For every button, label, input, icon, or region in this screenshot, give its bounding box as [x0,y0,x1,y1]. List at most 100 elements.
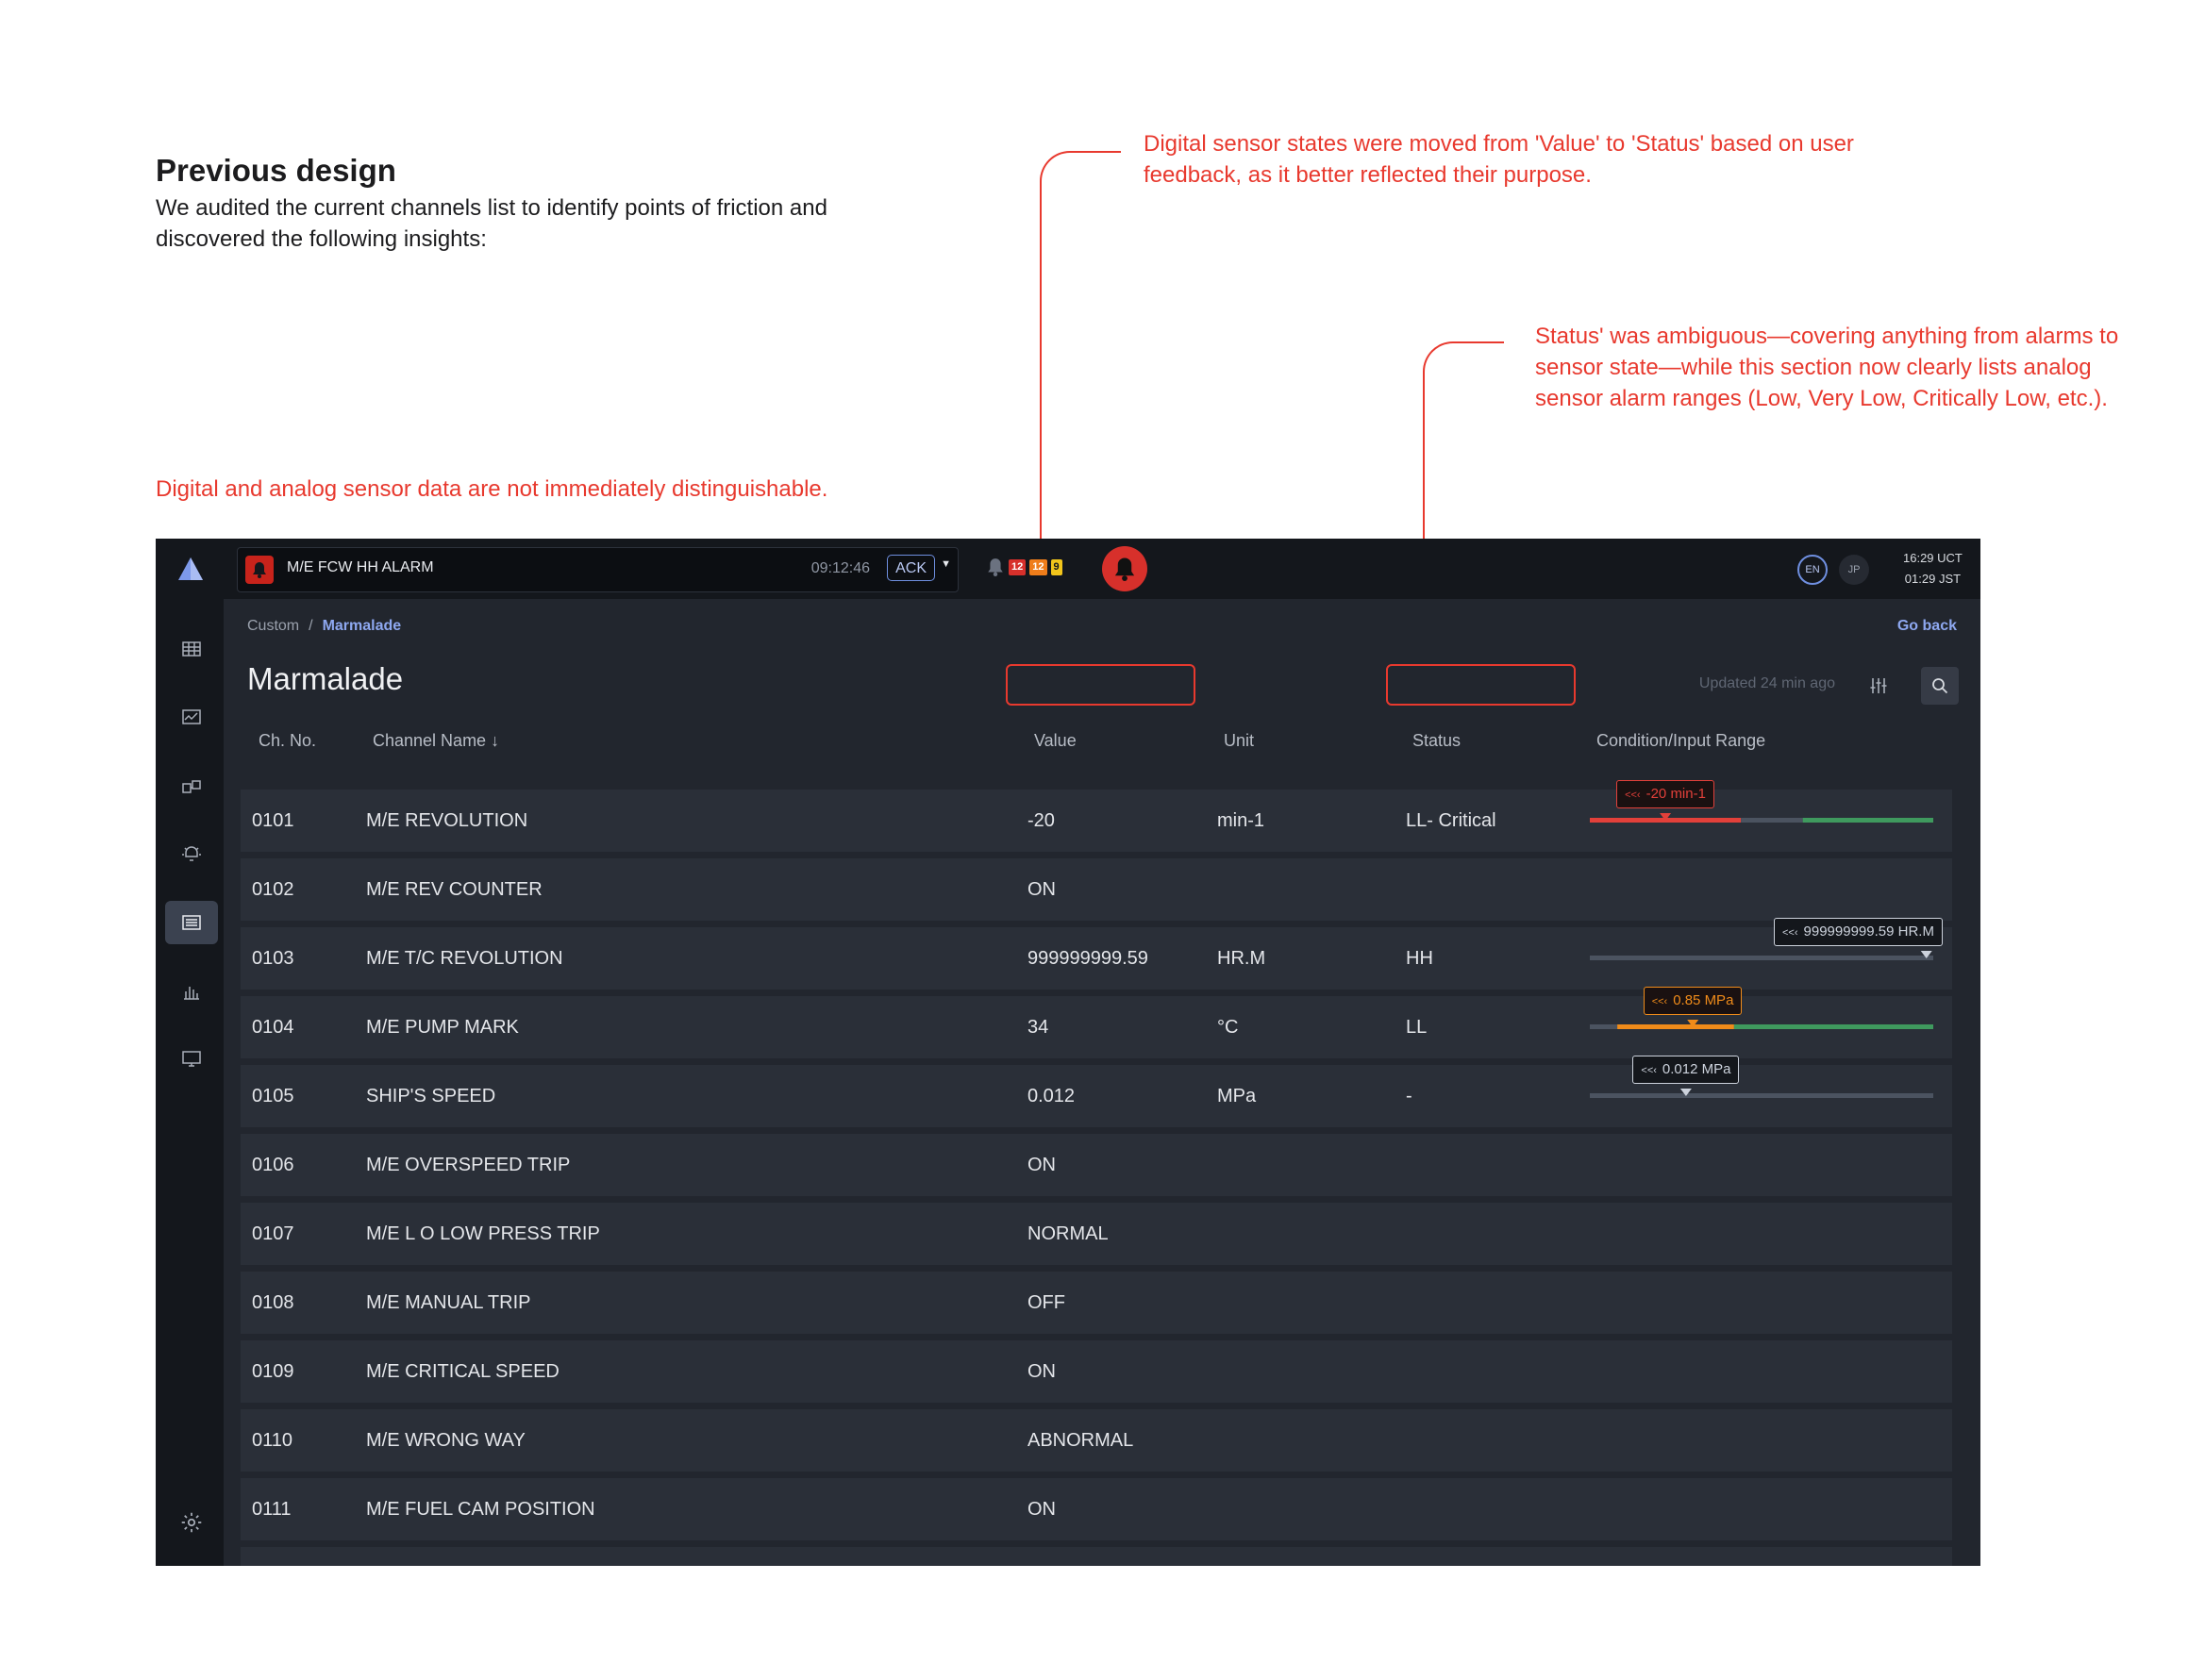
table-row[interactable]: 0101 M/E REVOLUTION -20 min-1 LL- Critical <<… [241,780,1952,852]
table-row[interactable]: 0104 M/E PUMP MARK 34 °C LL <<‹ 0.85 MPa [241,987,1952,1058]
channel-number: 0101 [252,810,294,831]
range-marker-icon [1920,951,1932,958]
column-header-name[interactable]: Channel Name ↓ [373,731,499,751]
channel-number: 0108 [252,1292,294,1313]
channel-number: 0106 [252,1155,294,1175]
tooltip-value: -20 min-1 [1645,786,1706,802]
filter-button[interactable] [1860,667,1897,705]
table-row[interactable]: 0105 SHIP'S SPEED 0.012 MPa - <<‹ 0.012 MPa [241,1056,1952,1127]
status-callout-note: Status' was ambiguous—covering anything … [1535,324,2119,411]
tooltip-value: 999999999.59 HR.M [1803,923,1934,940]
channel-status: HH [1406,948,1433,969]
range-value-tooltip: <<‹ 0.85 MPa [1643,987,1743,1015]
table-row[interactable]: 0111 M/E FUEL CAM POSITION ON [241,1478,1952,1540]
column-header-unit[interactable]: Unit [1224,731,1255,750]
range-value-tooltip: <<‹ 999999999.59 HR.M [1774,918,1943,946]
channel-number: 0104 [252,1017,294,1038]
bar-chart-icon[interactable] [165,971,218,1014]
breadcrumb-current: Marmalade [322,618,402,634]
list-icon[interactable] [165,901,218,944]
alarm-icon[interactable] [165,833,218,876]
channel-unit: °C [1217,1017,1239,1038]
table-row[interactable]: 0110 M/E WRONG WAY ABNORMAL [241,1409,1952,1472]
intro-title: Previous design [156,153,396,188]
channel-status: LL- Critical [1406,810,1496,831]
updated-timestamp: Updated 24 min ago [1698,675,1835,691]
settings-icon[interactable] [165,1501,218,1544]
table-row[interactable] [241,1547,1952,1566]
main-content: Custom / Marmalade Go back Marmalade Updat… [224,599,1980,1566]
channel-unit: min-1 [1217,810,1265,831]
channel-value: ON [1027,879,1056,900]
alarm-time: 09:12:46 [810,560,870,576]
tooltip-prefix-icon: <<‹ [1782,927,1798,939]
channel-name: M/E CRITICAL SPEED [366,1361,560,1382]
app-window: M/E FCW HH ALARM 09:12:46 ACK ▼ 12 12 9 … [156,539,1980,1566]
channel-number: 0105 [252,1086,294,1106]
input-range-bar [1590,1089,1933,1098]
channel-status: LL [1406,1017,1428,1038]
monitor-icon[interactable] [165,1037,218,1080]
column-header-name-label: Channel Name [373,731,487,750]
input-range-bar [1590,813,1933,823]
value-callout-line [1040,151,1121,730]
alarm-counts[interactable]: 12 12 9 [986,557,1062,576]
range-segment [1802,818,1933,823]
table-row[interactable]: 0106 M/E OVERSPEED TRIP ON [241,1134,1952,1196]
search-button[interactable] [1921,667,1959,705]
column-header-range[interactable]: Condition/Input Range [1596,731,1766,750]
table-row[interactable]: 0108 M/E MANUAL TRIP OFF [241,1272,1952,1334]
channel-number: 0107 [252,1223,294,1244]
breadcrumb: Custom / Marmalade [247,618,401,635]
trend-icon[interactable] [165,695,218,739]
alarm-count-critical: 12 [1009,558,1027,575]
column-header-ch[interactable]: Ch. No. [259,731,317,750]
alarm-bell-button[interactable] [1102,546,1147,591]
lang-en-button[interactable]: EN [1797,555,1828,585]
channel-value: OFF [1027,1292,1065,1313]
range-value-tooltip: <<‹ -20 min-1 [1616,780,1714,808]
channel-value: NORMAL [1027,1223,1109,1244]
tooltip-prefix-icon: <<‹ [1651,996,1668,1007]
distinguishability-note: Digital and analog sensor data are not i… [156,476,828,502]
breadcrumb-parent[interactable]: Custom [247,618,300,634]
active-alarm-banner[interactable]: M/E FCW HH ALARM 09:12:46 ACK ▼ [237,547,959,592]
input-range-bar [1590,951,1933,960]
table-row[interactable]: 0109 M/E CRITICAL SPEED ON [241,1340,1952,1403]
range-marker-icon [1679,1089,1692,1096]
table-row[interactable]: 0107 M/E L O LOW PRESS TRIP NORMAL [241,1203,1952,1265]
range-segment [1590,956,1933,960]
value-header-highlight [1006,664,1195,706]
bell-icon [1114,557,1135,581]
range-segment [1590,1093,1933,1098]
grid-icon[interactable] [165,627,218,671]
input-range-bar [1590,1020,1933,1029]
ack-button[interactable]: ACK [887,555,935,581]
lang-jp-button[interactable]: JP [1839,555,1869,585]
alarm-count-minor: 9 [1050,558,1062,575]
channel-status: - [1406,1086,1412,1106]
go-back-link[interactable]: Go back [1896,618,1957,634]
column-header-value[interactable]: Value [1034,731,1077,750]
channel-value: ON [1027,1155,1056,1175]
value-callout-note: Digital sensor states were moved from 'V… [1144,131,1854,188]
channel-unit: HR.M [1217,948,1266,969]
range-segment [1590,1024,1618,1029]
channel-number: 0103 [252,948,294,969]
alarm-count-major: 12 [1029,558,1047,575]
breadcrumb-separator: / [309,618,313,634]
range-segment [1733,1024,1933,1029]
top-bar: M/E FCW HH ALARM 09:12:46 ACK ▼ 12 12 9 … [224,539,1980,599]
table-row[interactable]: 0102 M/E REV COUNTER ON [241,858,1952,921]
channel-value: ON [1027,1499,1056,1520]
column-header-status[interactable]: Status [1412,731,1462,750]
tooltip-prefix-icon: <<‹ [1641,1065,1657,1076]
channel-number: 0109 [252,1361,294,1382]
table-row[interactable]: 0103 M/E T/C REVOLUTION 999999999.59 HR.M HH… [241,918,1952,990]
channel-value: 0.012 [1027,1086,1076,1106]
ack-dropdown-icon[interactable]: ▼ [941,558,951,570]
machinery-icon[interactable] [165,765,218,808]
search-icon [1932,678,1948,694]
channel-value: -20 [1027,810,1055,831]
channel-name: M/E REV COUNTER [366,879,543,900]
